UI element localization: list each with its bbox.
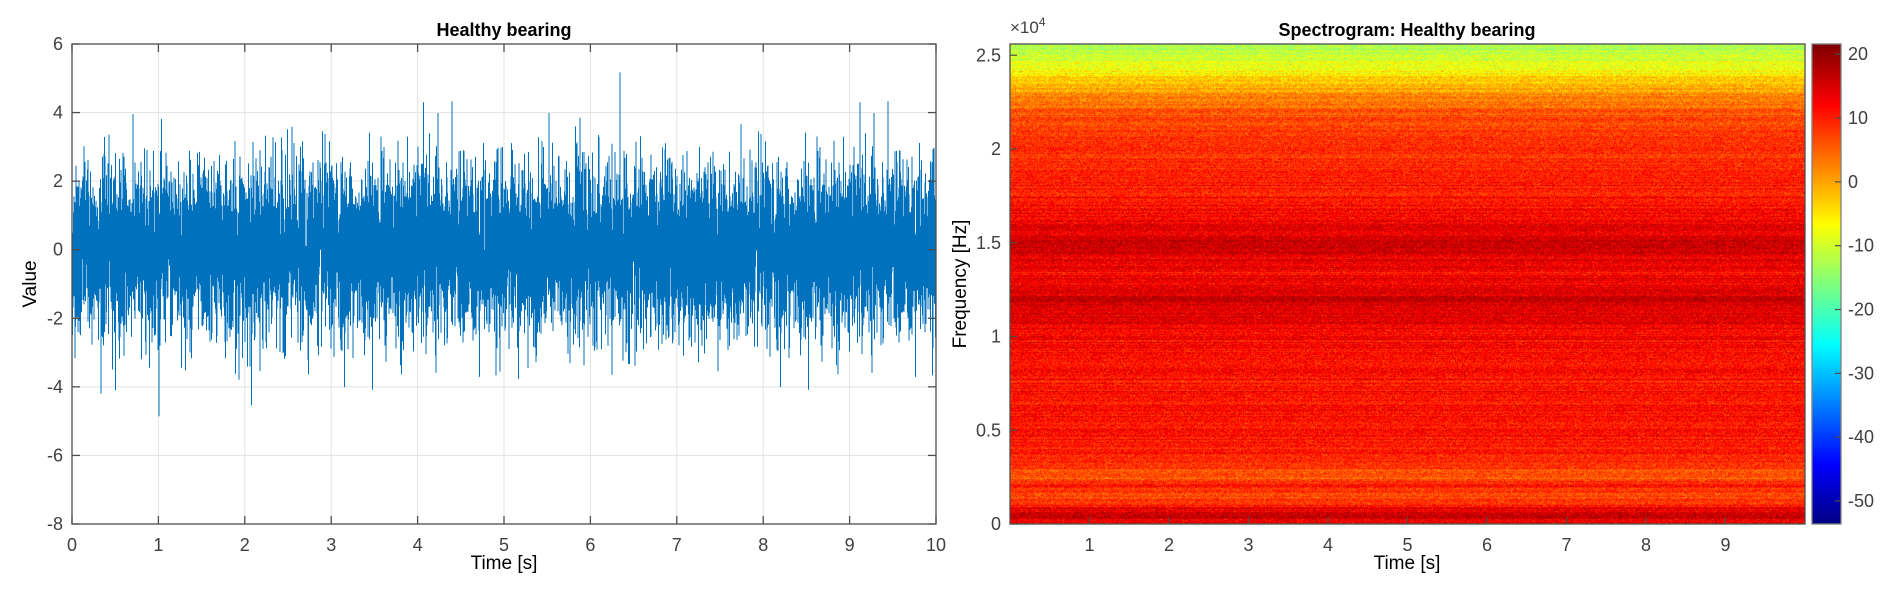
colorbar-tick-label: -10 [1848, 236, 1874, 256]
left-x-tick-label: 8 [758, 535, 768, 555]
spec-x-tick-label: 3 [1243, 535, 1253, 555]
left-xlabel: Time [s] [471, 553, 538, 574]
spec-x-tick-label: 2 [1164, 535, 1174, 555]
spec-x-tick-label: 9 [1720, 535, 1730, 555]
spectrogram-title: Spectrogram: Healthy bearing [1278, 20, 1535, 40]
spec-y-tick-label: 0.5 [976, 420, 1001, 440]
spec-x-tick-label: 7 [1561, 535, 1571, 555]
left-x-tick-label: 2 [240, 535, 250, 555]
spectrogram-ylabel: Frequency [Hz] [950, 220, 971, 349]
spec-x-tick-label: 6 [1482, 535, 1492, 555]
left-y-tick-label: 6 [53, 34, 63, 54]
left-x-tick-label: 10 [926, 535, 946, 555]
left-y-tick-label: -2 [47, 308, 63, 328]
spec-x-tick-label: 5 [1402, 535, 1412, 555]
y-multiplier: ×104 [1010, 15, 1046, 37]
left-x-tick-label: 7 [672, 535, 682, 555]
colorbar-tick-label: 10 [1848, 108, 1868, 128]
left-x-tick-label: 4 [413, 535, 423, 555]
colorbar-box [1811, 43, 1842, 525]
left-y-tick-label: 0 [53, 240, 63, 260]
spec-y-tick-label: 1.5 [976, 233, 1001, 253]
spec-y-tick-label: 1 [991, 327, 1001, 347]
colorbar-tick-label: 20 [1848, 44, 1868, 64]
spectrogram-heatmap [1010, 44, 1805, 524]
left-y-tick-label: -8 [47, 514, 63, 534]
left-x-tick-label: 3 [326, 535, 336, 555]
spectrogram-xlabel: Time [s] [1374, 553, 1441, 574]
left-title: Healthy bearing [436, 20, 571, 40]
left-ticks: 0 1 2 3 4 5 6 7 8 9 10 -8 -6 -4 -2 0 2 4 6 [47, 34, 946, 555]
left-y-tick-label: 2 [53, 171, 63, 191]
left-ylabel: Value [20, 260, 41, 307]
colorbar-tick-label: 0 [1848, 172, 1858, 192]
spectrogram-axes-box [1009, 43, 1806, 525]
colorbar-tick-label: -20 [1848, 300, 1874, 320]
spec-x-tick-label: 1 [1084, 535, 1094, 555]
left-x-tick-label: 0 [67, 535, 77, 555]
colorbar-gradient [1812, 44, 1841, 524]
spec-y-tick-label: 2.5 [976, 45, 1001, 65]
right-ticks: 1 2 3 4 5 6 7 8 9 0 0.5 1 1.5 2 2.5 [976, 45, 1731, 555]
left-x-tick-label: 5 [499, 535, 509, 555]
left-y-tick-label: -4 [47, 377, 63, 397]
left-x-tick-label: 9 [845, 535, 855, 555]
colorbar-tick-label: -40 [1848, 427, 1874, 447]
colorbar-tick-label: -30 [1848, 363, 1874, 383]
spec-y-tick-label: 2 [991, 139, 1001, 159]
left-x-tick-label: 1 [153, 535, 163, 555]
left-x-tick-label: 6 [585, 535, 595, 555]
left-y-tick-label: 4 [53, 103, 63, 123]
spec-x-tick-label: 4 [1323, 535, 1333, 555]
spec-y-tick-label: 0 [991, 514, 1001, 534]
spec-x-tick-label: 8 [1641, 535, 1651, 555]
left-y-tick-label: -6 [47, 445, 63, 465]
colorbar-ticks: 20 10 0 -10 -20 -30 -40 -50 [1835, 44, 1874, 511]
colorbar-tick-label: -50 [1848, 491, 1874, 511]
